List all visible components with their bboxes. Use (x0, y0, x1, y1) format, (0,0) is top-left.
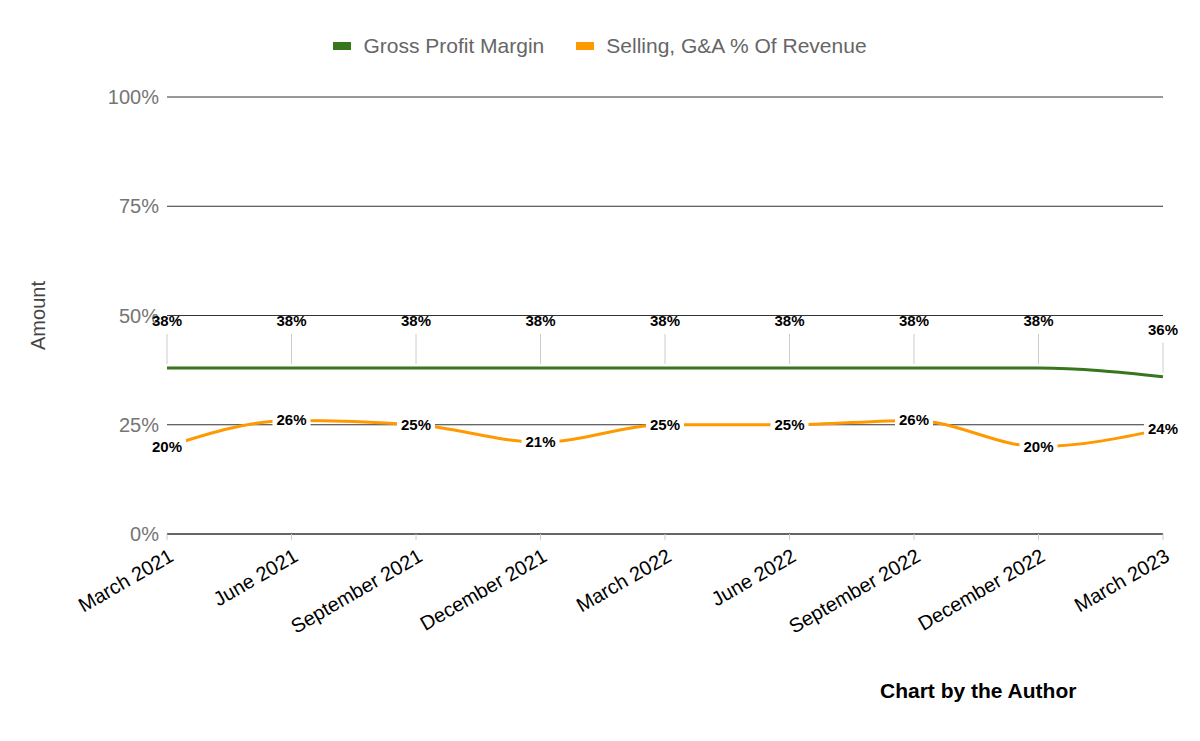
svg-text:March 2021: March 2021 (75, 544, 177, 616)
svg-text:24%: 24% (1148, 420, 1178, 437)
svg-text:June 2022: June 2022 (708, 544, 800, 610)
svg-text:38%: 38% (525, 312, 555, 329)
svg-text:0%: 0% (130, 523, 159, 545)
svg-text:25%: 25% (119, 414, 159, 436)
svg-text:March 2022: March 2022 (573, 544, 675, 616)
svg-text:50%: 50% (119, 304, 159, 327)
svg-text:21%: 21% (525, 433, 555, 450)
svg-text:20%: 20% (152, 438, 182, 455)
svg-text:100%: 100% (108, 86, 159, 108)
html-text:Gross Profit Margin: Gross Profit Margin (363, 34, 545, 57)
svg-text:December 2022: December 2022 (914, 544, 1048, 634)
svg-text:March 2023: March 2023 (1071, 544, 1173, 616)
svg-text:75%: 75% (119, 195, 159, 217)
svg-text:26%: 26% (899, 411, 929, 428)
svg-text:38%: 38% (650, 312, 680, 329)
svg-text:26%: 26% (276, 411, 306, 428)
svg-text:25%: 25% (774, 416, 804, 433)
svg-text:June 2021: June 2021 (210, 544, 302, 610)
svg-text:December 2021: December 2021 (416, 544, 550, 634)
svg-text:20%: 20% (1023, 438, 1053, 455)
svg-text:25%: 25% (401, 416, 431, 433)
svg-text:September 2022: September 2022 (785, 544, 924, 637)
svg-text:38%: 38% (401, 312, 431, 329)
svg-text:September 2021: September 2021 (287, 544, 426, 637)
svg-text:36%: 36% (1148, 321, 1178, 338)
svg-text:38%: 38% (1023, 312, 1053, 329)
html-text:Chart by the Author: Chart by the Author (880, 679, 1077, 702)
svg-text:38%: 38% (774, 312, 804, 329)
svg-text:38%: 38% (276, 312, 306, 329)
svg-text:38%: 38% (899, 312, 929, 329)
svg-text:Amount: Amount (27, 281, 49, 350)
svg-text:38%: 38% (152, 312, 182, 329)
html-text:Selling, G&A % Of Revenue: Selling, G&A % Of Revenue (606, 34, 867, 57)
svg-text:25%: 25% (650, 416, 680, 433)
